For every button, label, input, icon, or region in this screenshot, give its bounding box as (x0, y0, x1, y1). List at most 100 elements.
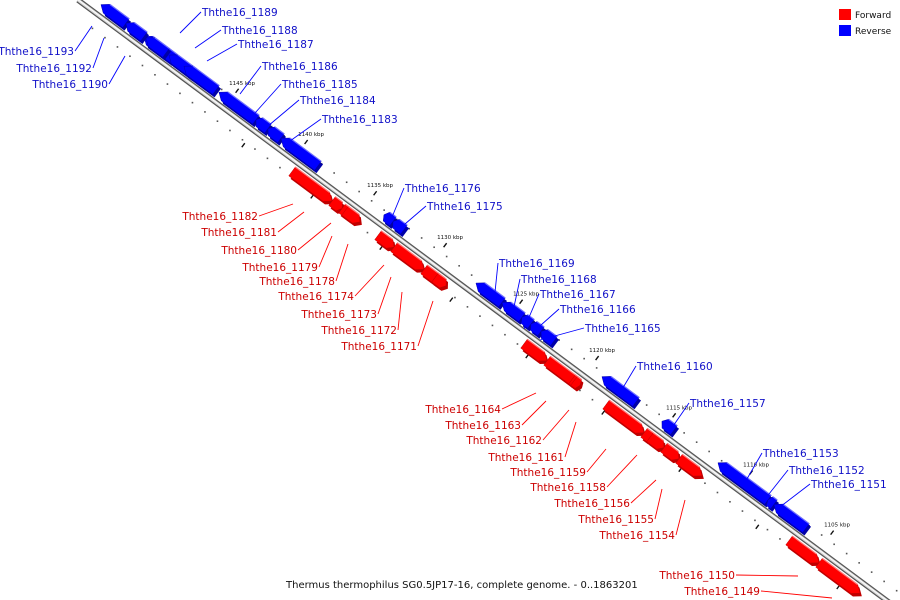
gene-label[interactable]: Ththe16_1164 (424, 404, 501, 416)
gene-label[interactable]: Ththe16_1150 (658, 570, 735, 582)
gene-label[interactable]: Ththe16_1159 (509, 467, 586, 479)
gene-label[interactable]: Ththe16_1185 (281, 79, 358, 91)
axis-dot (729, 500, 731, 503)
gene-feature[interactable] (145, 37, 172, 61)
gene-label[interactable]: Ththe16_1162 (465, 435, 542, 447)
gene-label[interactable]: Ththe16_1189 (201, 7, 278, 19)
label-leader (92, 37, 105, 69)
gene-highlight (133, 22, 148, 33)
gene-label[interactable]: Ththe16_1174 (277, 291, 354, 303)
legend-forward-swatch (839, 9, 851, 20)
gene-feature[interactable] (390, 242, 426, 273)
axis-dot (591, 398, 594, 401)
gene-feature[interactable] (341, 205, 362, 227)
axis-dot (370, 200, 373, 202)
gene-label[interactable]: Ththe16_1176 (404, 183, 481, 195)
gene-label[interactable]: Ththe16_1192 (15, 63, 92, 75)
gene-feature[interactable] (815, 557, 862, 597)
gene-label[interactable]: Ththe16_1186 (261, 61, 338, 73)
gene-feature[interactable] (475, 282, 508, 310)
gene-feature[interactable] (183, 65, 222, 98)
axis-dot (820, 534, 823, 536)
gene-label[interactable]: Ththe16_1156 (553, 498, 630, 510)
gene-label[interactable]: Ththe16_1190 (31, 79, 108, 91)
gene-feature[interactable] (661, 418, 680, 438)
gene-feature[interactable] (431, 272, 449, 291)
axis-dot (458, 265, 460, 267)
axis-dot (658, 413, 660, 416)
gene-highlight (772, 496, 778, 501)
gene-feature[interactable] (288, 166, 334, 205)
gene-label[interactable]: Ththe16_1167 (539, 289, 616, 301)
gene-label[interactable]: Ththe16_1152 (788, 465, 865, 477)
gene-label[interactable]: Ththe16_1193 (0, 46, 74, 58)
axis-dot (366, 231, 369, 234)
gene-label[interactable]: Ththe16_1187 (237, 39, 314, 51)
gene-feature[interactable] (520, 314, 537, 332)
gene-label[interactable]: Ththe16_1188 (221, 25, 298, 37)
gene-label[interactable]: Ththe16_1151 (810, 479, 887, 491)
axis-dot (716, 491, 719, 494)
gene-highlight (396, 242, 423, 262)
axis-dot (720, 459, 723, 462)
gene-label[interactable]: Ththe16_1154 (598, 530, 675, 542)
gene-feature[interactable] (374, 230, 396, 252)
gene-highlight (227, 91, 260, 116)
axis-dot (104, 36, 106, 39)
axis-tick (304, 139, 309, 145)
gene-label[interactable]: Ththe16_1157 (689, 398, 766, 410)
gene-label[interactable]: Ththe16_1169 (498, 258, 575, 270)
axis-dot (166, 83, 169, 85)
axis-dot (558, 339, 560, 341)
axis-tick-label: 1105 kbp (824, 523, 850, 529)
gene-feature[interactable] (602, 399, 646, 437)
gene-label[interactable]: Ththe16_1172 (320, 325, 397, 337)
axis-tick (601, 410, 606, 415)
gene-label[interactable]: Ththe16_1165 (584, 323, 661, 335)
gene-feature[interactable] (520, 338, 549, 365)
axis-tick (241, 142, 246, 148)
gene-label[interactable]: Ththe16_1184 (299, 95, 376, 107)
gene-label[interactable]: Ththe16_1182 (181, 211, 258, 223)
label-leader (775, 483, 811, 511)
gene-feature[interactable] (773, 503, 812, 536)
label-leader (297, 222, 332, 251)
gene-label[interactable]: Ththe16_1161 (487, 452, 564, 464)
gene-feature[interactable] (125, 22, 150, 44)
gene-feature[interactable] (766, 496, 780, 512)
axis-tick-label: 1145 kbp (229, 81, 255, 87)
label-leader (539, 327, 585, 341)
gene-label[interactable]: Ththe16_1153 (762, 448, 839, 460)
gene-feature[interactable] (280, 137, 324, 174)
gene-feature[interactable] (570, 375, 584, 392)
gene-feature[interactable] (218, 91, 262, 128)
gene-label[interactable]: Ththe16_1183 (321, 114, 398, 126)
axis-dot (754, 519, 756, 522)
gene-label[interactable]: Ththe16_1158 (529, 482, 606, 494)
gene-label[interactable]: Ththe16_1179 (241, 262, 318, 274)
gene-label[interactable]: Ththe16_1175 (426, 201, 503, 213)
gene-label[interactable]: Ththe16_1163 (444, 420, 521, 432)
gene-feature[interactable] (392, 218, 410, 238)
gene-label[interactable]: Ththe16_1166 (559, 304, 636, 316)
gene-label[interactable]: Ththe16_1149 (683, 586, 760, 598)
label-leader (108, 55, 126, 85)
gene-label[interactable]: Ththe16_1168 (520, 274, 597, 286)
axis-dot (708, 450, 710, 453)
gene-label[interactable]: Ththe16_1181 (200, 227, 277, 239)
gene-label[interactable]: Ththe16_1171 (340, 341, 417, 353)
axis-dot (595, 367, 598, 369)
gene-feature[interactable] (717, 462, 774, 508)
gene-label[interactable]: Ththe16_1180 (220, 245, 297, 257)
gene-feature[interactable] (100, 3, 132, 31)
gene-feature[interactable] (501, 301, 528, 325)
gene-label[interactable]: Ththe16_1173 (300, 309, 377, 321)
gene-feature[interactable] (675, 453, 704, 480)
gene-feature[interactable] (660, 442, 681, 464)
gene-feature[interactable] (785, 535, 821, 567)
gene-feature[interactable] (646, 432, 666, 453)
gene-label[interactable]: Ththe16_1160 (636, 361, 713, 373)
gene-label[interactable]: Ththe16_1155 (577, 514, 654, 526)
gene-label[interactable]: Ththe16_1178 (258, 276, 335, 288)
